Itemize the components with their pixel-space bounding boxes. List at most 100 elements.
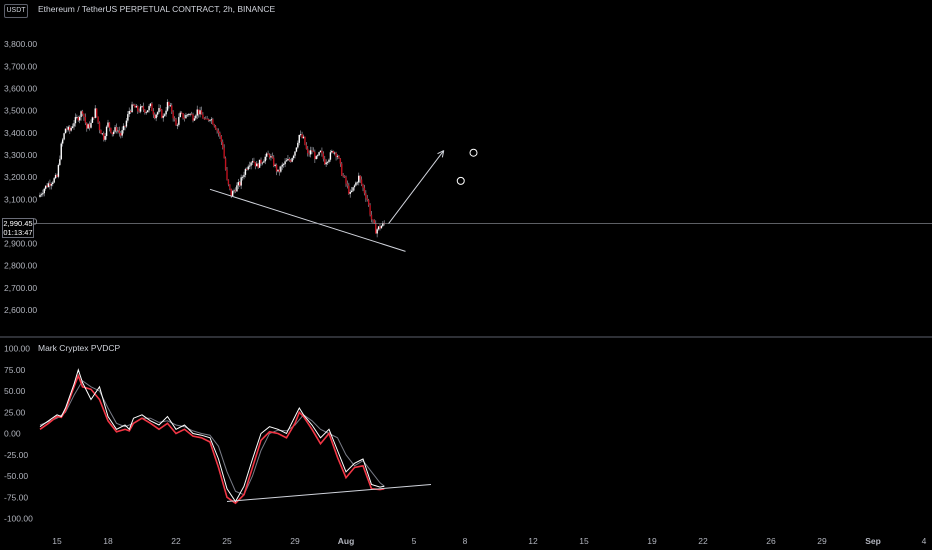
- candle-body: [114, 127, 116, 132]
- candle-body: [179, 112, 181, 118]
- candle-body: [120, 133, 122, 136]
- candle-body: [219, 133, 221, 137]
- candle-body: [363, 187, 366, 194]
- candle-body: [273, 157, 275, 166]
- candle-body: [202, 114, 204, 119]
- candle-body: [328, 159, 330, 162]
- candle-body: [302, 136, 305, 138]
- candle-body: [290, 160, 292, 162]
- candle-body: [192, 114, 194, 121]
- candle-body: [131, 104, 133, 113]
- price-tick-label: 3,800.00: [4, 39, 37, 49]
- candle-body: [193, 118, 196, 121]
- candle-body: [70, 127, 72, 131]
- candle-body: [297, 142, 299, 148]
- candle-body: [61, 139, 64, 144]
- candle-body: [333, 152, 336, 154]
- indicator-tick-label: -100.00: [4, 514, 33, 524]
- price-drawings[interactable]: [34, 148, 932, 252]
- indicator-tick-label: 75.00: [4, 365, 26, 375]
- candle-body: [212, 119, 214, 125]
- candle-body: [322, 153, 325, 159]
- candle-body: [121, 130, 123, 136]
- candle-body: [44, 185, 47, 189]
- time-tick-label: 15: [52, 536, 62, 546]
- price-tick-label: 3,600.00: [4, 83, 37, 93]
- candle-body: [156, 112, 159, 115]
- candle-body: [66, 128, 68, 130]
- price-tick-label: 2,700.00: [4, 283, 37, 293]
- candle-body: [197, 109, 200, 115]
- candle-body: [261, 162, 264, 164]
- candle-body: [42, 193, 44, 195]
- candle-body: [370, 214, 373, 220]
- candle-body: [227, 179, 230, 185]
- candle-body: [178, 117, 180, 125]
- candle-body: [253, 161, 255, 163]
- candle-body: [352, 187, 354, 191]
- candle-body: [353, 185, 356, 188]
- candle-body: [314, 152, 316, 160]
- candle-body: [325, 162, 327, 165]
- candle-body: [214, 126, 217, 130]
- candle-body: [213, 124, 215, 127]
- price-tick-label: 3,700.00: [4, 61, 37, 71]
- candle-body: [346, 183, 349, 186]
- candle-body: [360, 179, 363, 185]
- indicator-series-line: [39, 373, 385, 505]
- candle-body: [339, 158, 342, 164]
- candle-body: [145, 112, 147, 114]
- candle-body: [243, 174, 245, 177]
- candle-body: [118, 130, 121, 134]
- indicator-series-line: [39, 368, 385, 503]
- time-tick-label: 15: [579, 536, 589, 546]
- indicator-y-axis[interactable]: 100.00 75.00 50.00 25.00 0.00 -25.00 -50.00 -75…: [4, 344, 33, 524]
- currency-badge[interactable]: USDT: [4, 4, 28, 18]
- candle-body: [78, 116, 81, 121]
- candle-body: [319, 150, 322, 153]
- time-axis[interactable]: 15 18 22 25 29 Aug 5 8 12 15 19 22 26 29 Sep 4: [52, 536, 926, 546]
- candle-body: [382, 222, 384, 226]
- candle-body: [124, 125, 126, 127]
- candle-body: [341, 163, 343, 176]
- candle-body: [97, 116, 99, 123]
- candle-body: [282, 164, 285, 165]
- candle-body: [247, 166, 249, 170]
- candle-body: [231, 191, 234, 197]
- price-pane[interactable]: Ethereum / TetherUS PERPETUAL CONTRACT, …: [4, 4, 932, 315]
- price-tick-label: 3,100.00: [4, 194, 37, 204]
- candle-body: [298, 134, 300, 143]
- bar-countdown: 01:13:47: [3, 227, 33, 237]
- candle-body: [186, 114, 189, 116]
- indicator-drawings[interactable]: [226, 484, 432, 502]
- candle-body: [129, 111, 132, 113]
- candle-body: [345, 177, 347, 184]
- price-tick-label: 3,400.00: [4, 128, 37, 138]
- candle-body: [338, 155, 340, 159]
- candle-body: [367, 199, 370, 206]
- candle-body: [312, 151, 315, 153]
- candle-body: [240, 177, 242, 186]
- symbol-title: Ethereum / TetherUS PERPETUAL CONTRACT, …: [38, 4, 275, 14]
- candle-body: [359, 175, 361, 180]
- candle-body: [108, 122, 111, 128]
- candle-body: [146, 110, 149, 113]
- candle-body: [196, 109, 198, 116]
- candle-body: [308, 153, 310, 155]
- target-circle: [456, 176, 465, 185]
- candle-body: [134, 105, 136, 108]
- candle-body: [168, 102, 170, 106]
- candle-body: [64, 128, 67, 134]
- candle-body: [372, 219, 374, 221]
- candle-body: [241, 176, 244, 178]
- indicator-pane[interactable]: Mark Cryptex PVDCP 100.00 75.00 50.00 25.00…: [4, 343, 432, 524]
- candle-body: [137, 106, 139, 112]
- candle-body: [226, 169, 228, 180]
- candle-body: [203, 118, 206, 120]
- projection-arrow: [388, 150, 445, 224]
- candle-body: [40, 194, 43, 196]
- candle-body: [69, 126, 71, 131]
- candle-body: [291, 158, 293, 162]
- candle-body: [264, 156, 266, 162]
